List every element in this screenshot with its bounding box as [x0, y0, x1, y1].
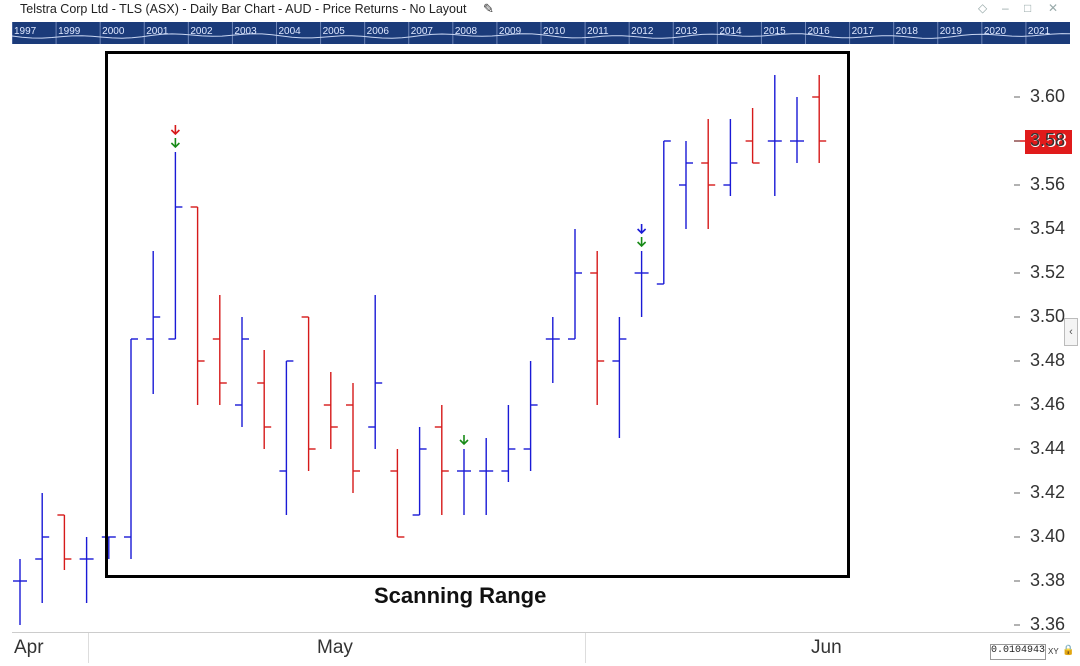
navigator-year[interactable]: 2003	[234, 26, 257, 37]
navigator-year[interactable]: 2007	[411, 26, 434, 37]
y-tick-label: 3.58	[1030, 130, 1066, 150]
y-tick-label: 3.50	[1030, 306, 1066, 326]
ohlc-bar[interactable]	[767, 75, 782, 196]
ohlc-bar[interactable]	[501, 405, 516, 482]
ohlc-bar[interactable]	[79, 537, 94, 603]
x-label-apr: Apr	[14, 637, 44, 658]
ohlc-bar[interactable]	[701, 119, 716, 229]
ohlc-bar[interactable]	[323, 372, 338, 449]
ohlc-bar[interactable]	[590, 251, 605, 405]
navigator-year[interactable]: 2018	[896, 26, 919, 37]
ohlc-bar[interactable]	[434, 405, 449, 515]
pencil-icon[interactable]: ✎	[483, 1, 494, 16]
navigator-year[interactable]: 2021	[1028, 26, 1051, 37]
ohlc-bar[interactable]	[13, 559, 27, 625]
navigator-year[interactable]: 2016	[808, 26, 831, 37]
navigator-year[interactable]: 2002	[190, 26, 213, 37]
y-tick-label: 3.56	[1030, 174, 1066, 194]
ohlc-bar[interactable]	[723, 119, 738, 196]
y-tick-label: 3.44	[1030, 438, 1066, 458]
last-price-badge: 3.58	[1025, 130, 1072, 154]
ohlc-bar[interactable]	[346, 383, 360, 493]
ohlc-bar[interactable]	[124, 338, 138, 559]
navigator-year[interactable]: 2004	[279, 26, 302, 37]
ohlc-bar[interactable]	[634, 251, 649, 317]
maximize-icon[interactable]: □	[1024, 1, 1032, 15]
navigator-year[interactable]: 2012	[631, 26, 654, 37]
navigator-year[interactable]: 2001	[146, 26, 169, 37]
y-tick-label: 3.46	[1030, 394, 1066, 414]
navigator-price-line	[12, 33, 1070, 39]
y-tick-label: 3.36	[1030, 614, 1066, 634]
x-label-may: May	[317, 637, 353, 658]
scale-value-box[interactable]: 0.0104943	[990, 644, 1046, 660]
signal-arrow-icon	[637, 237, 647, 248]
minimize-icon[interactable]: –	[1002, 1, 1009, 15]
navigator-year[interactable]: 1999	[58, 26, 81, 37]
x-axis: Apr May Jun	[12, 632, 1070, 663]
navigator-year[interactable]: 2000	[102, 26, 125, 37]
ohlc-bar[interactable]	[190, 206, 205, 405]
ohlc-bar[interactable]	[57, 514, 72, 570]
ohlc-bar[interactable]	[679, 141, 693, 229]
collapse-handle[interactable]: ‹	[1064, 318, 1078, 346]
navigator-year[interactable]: 1997	[14, 26, 37, 37]
scanning-range-label: Scanning Range	[374, 583, 547, 608]
ohlc-bar[interactable]	[368, 295, 383, 449]
ohlc-bar[interactable]	[235, 317, 249, 427]
y-tick-label: 3.42	[1030, 482, 1066, 502]
navigator-year[interactable]: 2015	[763, 26, 786, 37]
signal-arrow-icon	[459, 435, 469, 446]
chart-title: Telstra Corp Ltd - TLS (ASX) - Daily Bar…	[20, 2, 467, 16]
lock-icon[interactable]: 🔒	[1062, 645, 1075, 656]
y-tick-label: 3.60	[1030, 86, 1066, 106]
ohlc-bar[interactable]	[301, 316, 316, 471]
ohlc-bar[interactable]	[412, 427, 427, 516]
ohlc-bar[interactable]	[656, 140, 671, 285]
ohlc-bar[interactable]	[523, 361, 538, 471]
ohlc-bar[interactable]	[545, 317, 560, 383]
plot-area[interactable]	[12, 44, 1070, 632]
ohlc-bar[interactable]	[146, 251, 161, 394]
navigator-year[interactable]: 2014	[719, 26, 742, 37]
navigator-year[interactable]: 2020	[984, 26, 1007, 37]
window-titlebar: Telstra Corp Ltd - TLS (ASX) - Daily Bar…	[0, 0, 1080, 22]
y-tick-label: 3.38	[1030, 570, 1066, 590]
x-label-jun: Jun	[811, 637, 842, 658]
ohlc-bar[interactable]	[612, 317, 627, 438]
navigator-year[interactable]: 2011	[587, 26, 609, 37]
navigator-year[interactable]: 2009	[499, 26, 522, 37]
diamond-icon[interactable]: ◇	[978, 1, 988, 15]
ohlc-bar[interactable]	[790, 97, 804, 163]
scanning-range-box	[105, 51, 850, 578]
ohlc-bar[interactable]	[212, 295, 227, 405]
ohlc-bar[interactable]	[745, 108, 760, 164]
ohlc-bar[interactable]	[457, 449, 471, 515]
ohlc-bar[interactable]	[257, 350, 272, 449]
date-navigator[interactable]: 1997 1999 2000 2001 2002 2003 2004 2005 2006 2007…	[12, 22, 1070, 44]
signal-arrow-icon	[637, 224, 647, 235]
ohlc-bar[interactable]	[35, 493, 50, 603]
navigator-year[interactable]: 2010	[543, 26, 566, 37]
y-tick-label: 3.48	[1030, 350, 1066, 370]
navigator-year[interactable]: 2013	[675, 26, 698, 37]
y-tick-label: 3.54	[1030, 218, 1066, 238]
ohlc-bar[interactable]	[279, 360, 294, 515]
close-icon[interactable]: ✕	[1048, 1, 1059, 15]
y-tick-label: 3.40	[1030, 526, 1066, 546]
navigator-year[interactable]: 2017	[852, 26, 875, 37]
navigator-year[interactable]: 2005	[323, 26, 346, 37]
ohlc-bar[interactable]	[479, 438, 494, 515]
xy-toggle[interactable]: XY	[1048, 647, 1059, 656]
y-tick-label: 3.52	[1030, 262, 1066, 282]
signal-arrow-icon	[170, 125, 180, 136]
ohlc-bar[interactable]	[568, 229, 582, 340]
ohlc-bar[interactable]	[812, 75, 827, 163]
navigator-year[interactable]: 2006	[367, 26, 390, 37]
navigator-year[interactable]: 2019	[940, 26, 963, 37]
navigator-year[interactable]: 2008	[455, 26, 478, 37]
ohlc-bar[interactable]	[168, 152, 183, 340]
ohlc-bar[interactable]	[390, 449, 405, 538]
signal-arrow-icon	[170, 138, 180, 149]
